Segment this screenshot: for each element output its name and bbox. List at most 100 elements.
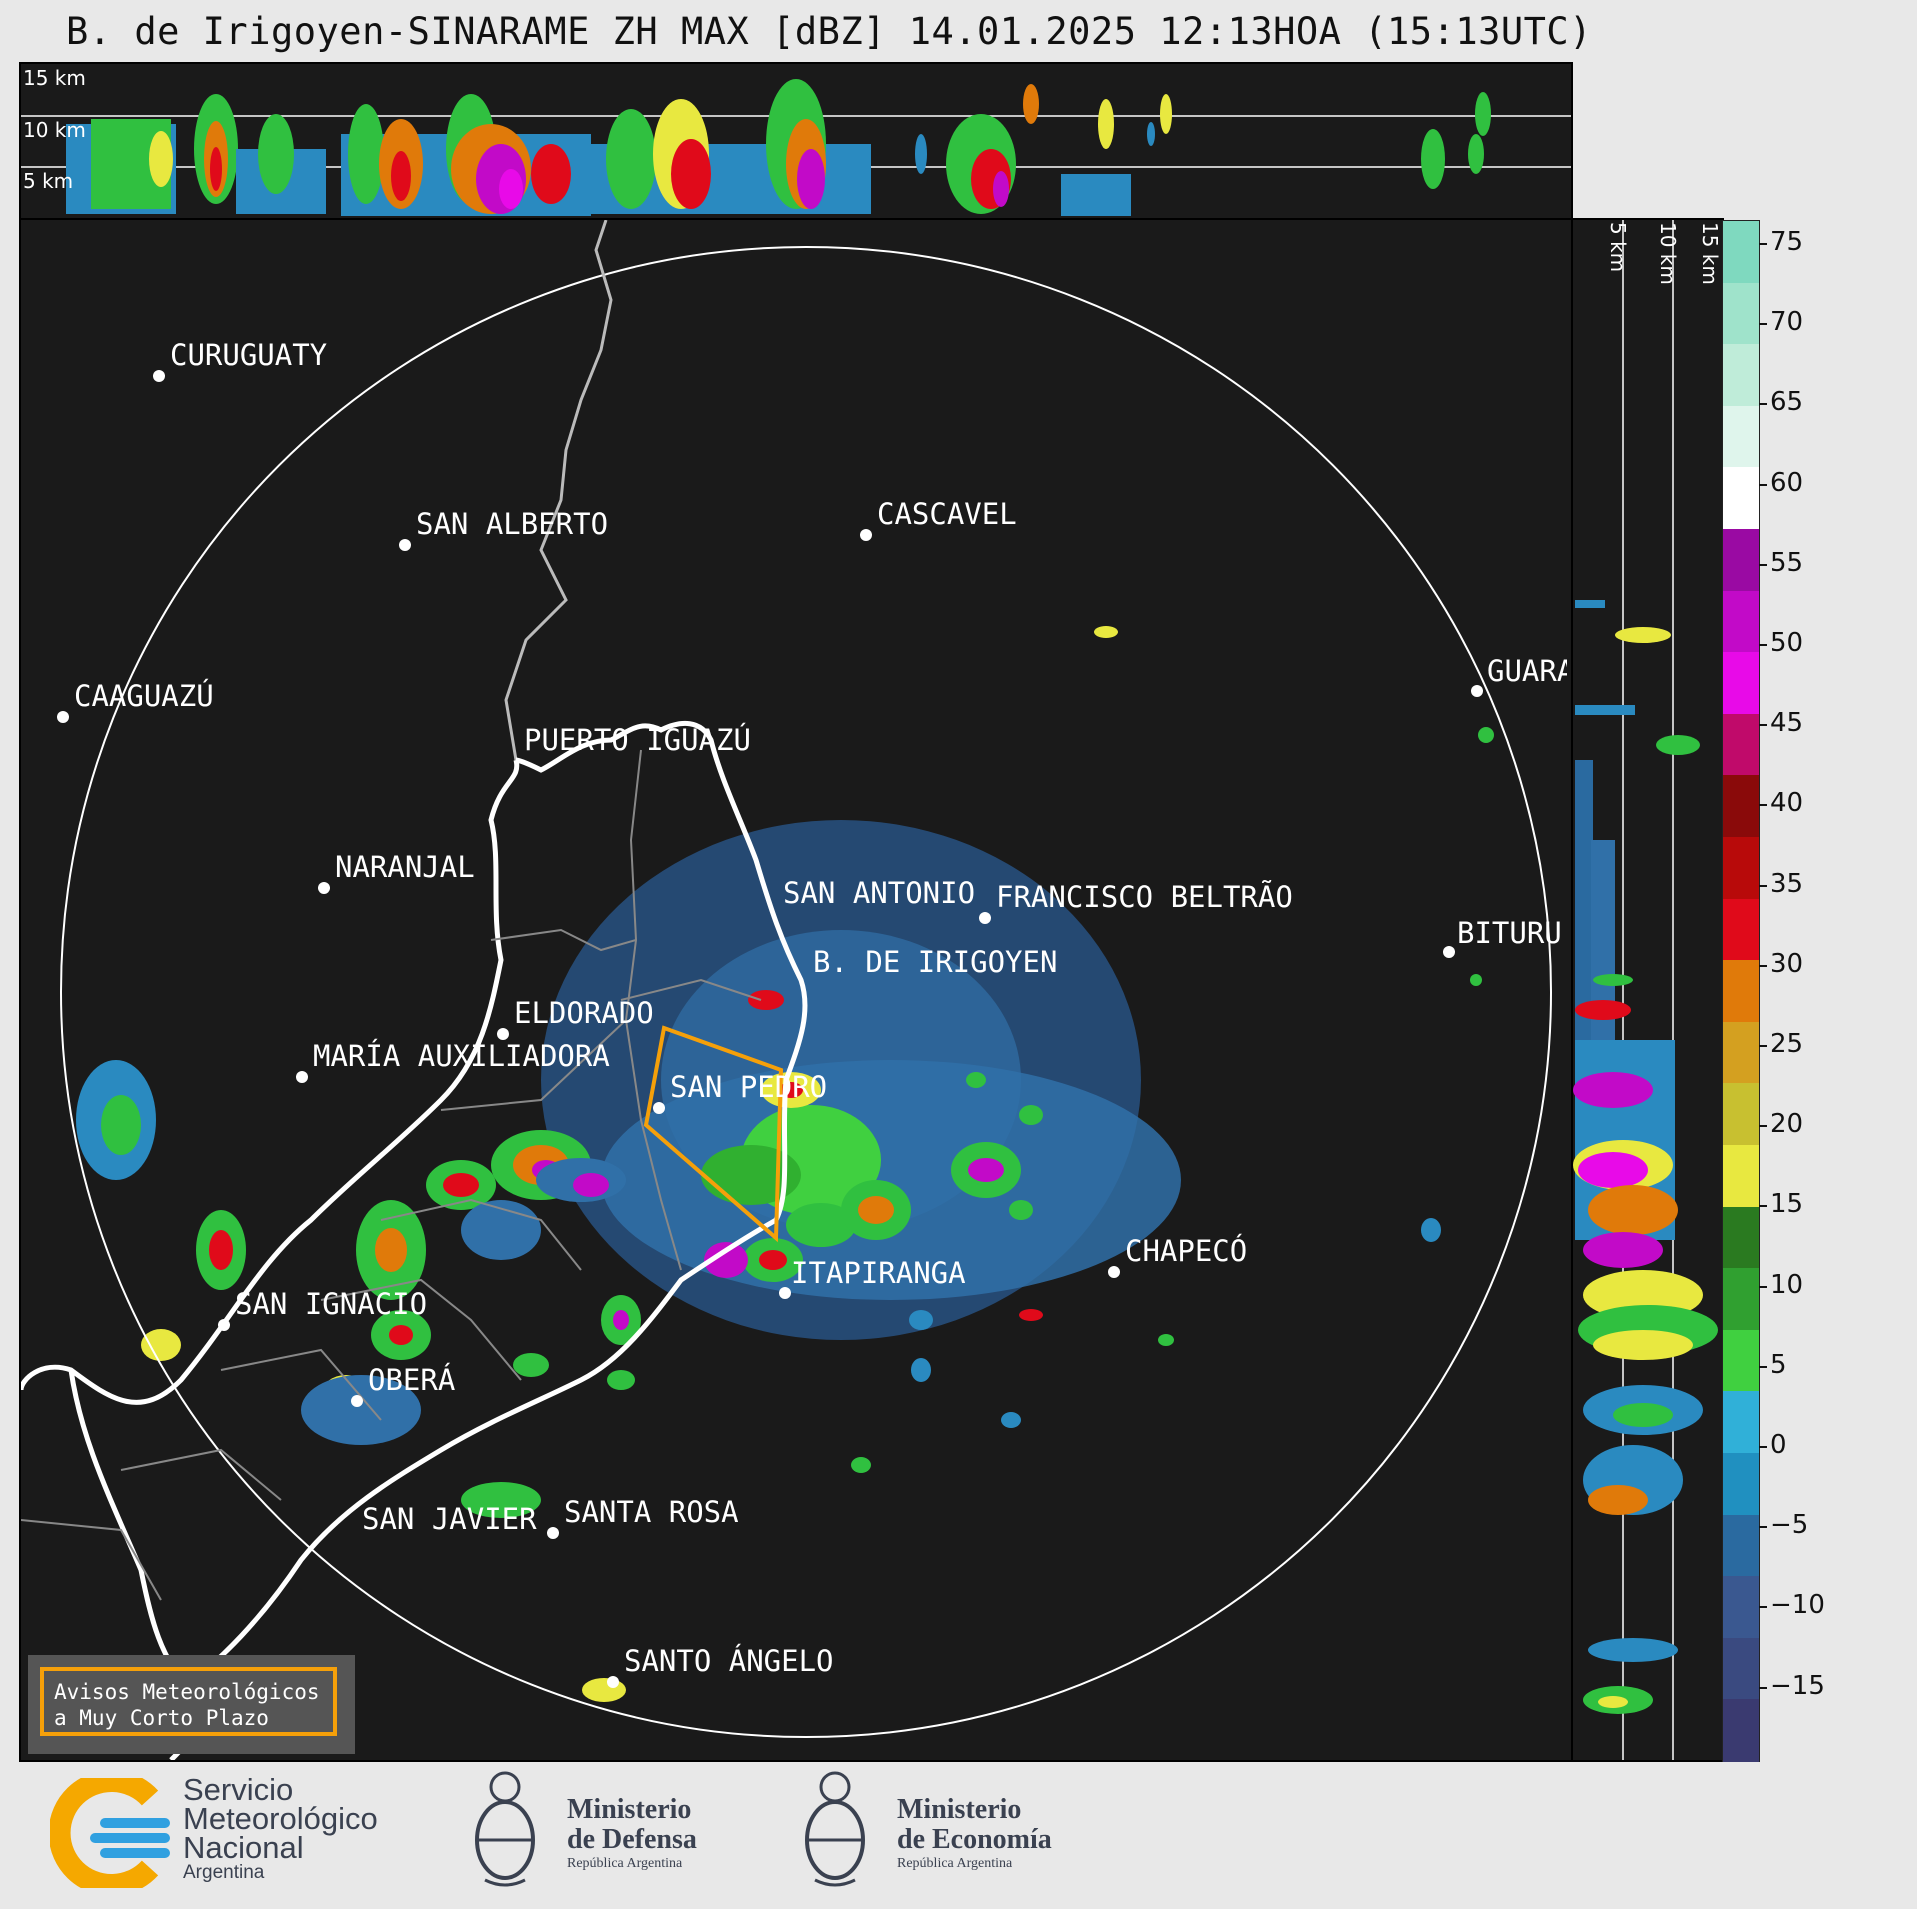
- colorbar-tick-mark: [1759, 1125, 1767, 1128]
- city-dot: [153, 370, 165, 382]
- top-echo-cluster-west: [66, 94, 326, 214]
- city-label-san-pedro: SAN PEDRO: [653, 1070, 827, 1114]
- colorbar-tick-label: 50: [1770, 628, 1804, 658]
- top-height-label-10km: 10 km: [23, 118, 86, 142]
- city-label-guara: GUARA: [1487, 654, 1567, 688]
- colorbar-tick-mark: [1759, 884, 1767, 887]
- city-dot: [318, 882, 330, 894]
- colorbar-tick-mark: [1759, 1446, 1767, 1448]
- smn-line3: Nacional: [183, 1830, 304, 1865]
- city-dot: [497, 1028, 509, 1040]
- city-label-itapiranga: ITAPIRANGA: [791, 1256, 966, 1290]
- colorbar-tick-mark: [1759, 1045, 1767, 1047]
- colorbar-segment: [1723, 960, 1759, 1023]
- city-label-puerto-iguazu: PUERTO IGUAZÚ: [524, 723, 751, 757]
- smn-logo: [50, 1778, 170, 1888]
- smn-logo-text: Servicio Meteorológico Nacional Argentin…: [183, 1774, 378, 1884]
- colorbar-segment: [1723, 1637, 1759, 1701]
- side-height-label-5km: 5 km: [1606, 222, 1630, 273]
- top-echo-cluster-east: [1421, 92, 1491, 189]
- colorbar-tick-label: 55: [1770, 547, 1804, 578]
- colorbar-tick-mark: [1759, 243, 1767, 245]
- smn-line2: Meteorológico: [183, 1801, 378, 1836]
- colorbar-tick-mark: [1759, 724, 1767, 727]
- defensa-line2: de Defensa: [567, 1824, 697, 1855]
- colorbar-tick-mark: [1759, 1285, 1767, 1288]
- colorbar-segment: [1723, 405, 1759, 469]
- warnings-legend-line2: a Muy Corto Plazo: [54, 1706, 269, 1730]
- colorbar-segment: [1723, 344, 1759, 407]
- city-dot: [218, 1319, 230, 1331]
- colorbar-segment: [1723, 1083, 1759, 1146]
- city-label-san-antonio: SAN ANTONIO: [783, 876, 976, 910]
- top-height-label-15km: 15 km: [23, 66, 86, 90]
- colorbar-tick-mark: [1759, 644, 1767, 646]
- top-height-profile-panel: 15 km 10 km 5 km: [19, 62, 1573, 220]
- city-label-bituru: BITURU: [1457, 916, 1562, 950]
- defensa-coat-of-arms-icon: [470, 1765, 540, 1895]
- smn-line4: Argentina: [183, 1862, 265, 1883]
- radar-range-ring: [60, 246, 1552, 1738]
- colorbar-tick-mark: [1759, 1686, 1767, 1689]
- colorbar-segment: [1723, 837, 1759, 900]
- colorbar-segment: [1723, 529, 1759, 592]
- defensa-logo-text: Ministerio de Defensa República Argentin…: [567, 1795, 697, 1873]
- colorbar-tick-label: 35: [1770, 868, 1804, 899]
- colorbar-tick-label: 60: [1770, 467, 1804, 498]
- top-height-label-5km: 5 km: [23, 169, 74, 193]
- colorbar-segment: [1723, 1268, 1759, 1331]
- city-dot: [57, 711, 69, 723]
- warnings-legend-line1: Avisos Meteorológicos: [54, 1680, 320, 1704]
- colorbar-segment: [1723, 1145, 1759, 1208]
- city-label-caaguazu: CAAGUAZÚ: [57, 679, 214, 723]
- city-dot: [979, 912, 991, 924]
- paraguay-border: [504, 220, 613, 761]
- city-dot: [351, 1395, 363, 1407]
- city-label-san-javier: SAN JAVIER: [362, 1502, 537, 1536]
- colorbar-tick-mark: [1759, 804, 1767, 807]
- side-height-profile-panel: 5 km 10 km 15 km: [1571, 218, 1724, 1762]
- colorbar-tick-mark: [1759, 1205, 1767, 1208]
- city-label-santa-rosa: SANTA ROSA: [547, 1495, 739, 1539]
- colorbar-segment: [1723, 652, 1759, 715]
- smn-logo-mark: [50, 1778, 170, 1888]
- defensa-line1: Ministerio: [567, 1794, 692, 1825]
- side-profile-echoes: [1573, 220, 1718, 1760]
- radar-map-panel: [19, 218, 1573, 1762]
- colorbar-tick-label: 10: [1770, 1269, 1804, 1300]
- colorbar-tick-label: 15: [1770, 1189, 1804, 1220]
- top-echo-cluster-central: [341, 79, 1172, 216]
- economia-line3: República Argentina: [897, 1856, 1013, 1871]
- colorbar-segment: [1723, 1514, 1759, 1578]
- city-label-naranjal: NARANJAL: [318, 850, 475, 894]
- colorbar-segment: [1723, 1206, 1759, 1270]
- colorbar-tick-label: −5: [1770, 1510, 1809, 1541]
- city-dot-guara: [1471, 685, 1483, 697]
- dbz-colorbar: [1722, 220, 1760, 1762]
- city-dot: [653, 1102, 665, 1114]
- colorbar-tick-mark: [1759, 964, 1767, 967]
- defensa-line3: República Argentina: [567, 1856, 683, 1871]
- colorbar-tick-mark: [1759, 403, 1767, 406]
- city-dot: [1108, 1266, 1120, 1278]
- city-label-maria-auxiliadora: MARÍA AUXILIADORA: [296, 1039, 610, 1083]
- city-label-san-ignacio: SAN IGNACIO: [218, 1287, 427, 1331]
- colorbar-segment: [1723, 1699, 1759, 1762]
- colorbar-tick-label: 70: [1770, 307, 1804, 338]
- city-label-san-alberto: SAN ALBERTO: [399, 507, 608, 551]
- city-label-b-de-irigoyen: B. DE IRIGOYEN: [813, 945, 1058, 979]
- colorbar-segment: [1723, 1021, 1759, 1085]
- city-dot: [860, 529, 872, 541]
- colorbar-tick-label: 0: [1770, 1430, 1787, 1460]
- colorbar-segment: [1723, 1453, 1759, 1516]
- colorbar-tick-label: −10: [1770, 1590, 1825, 1621]
- side-height-label-15km: 15 km: [1698, 222, 1722, 285]
- colorbar-tick-label: 65: [1770, 387, 1804, 418]
- colorbar-segment: [1723, 282, 1759, 346]
- colorbar-tick-mark: [1759, 563, 1767, 566]
- colorbar-tick-mark: [1759, 1365, 1767, 1368]
- colorbar-tick-label: −15: [1770, 1670, 1825, 1701]
- city-label-eldorado: ELDORADO: [497, 996, 654, 1040]
- colorbar-segment: [1723, 775, 1759, 838]
- colorbar-tick-label: 20: [1770, 1109, 1804, 1140]
